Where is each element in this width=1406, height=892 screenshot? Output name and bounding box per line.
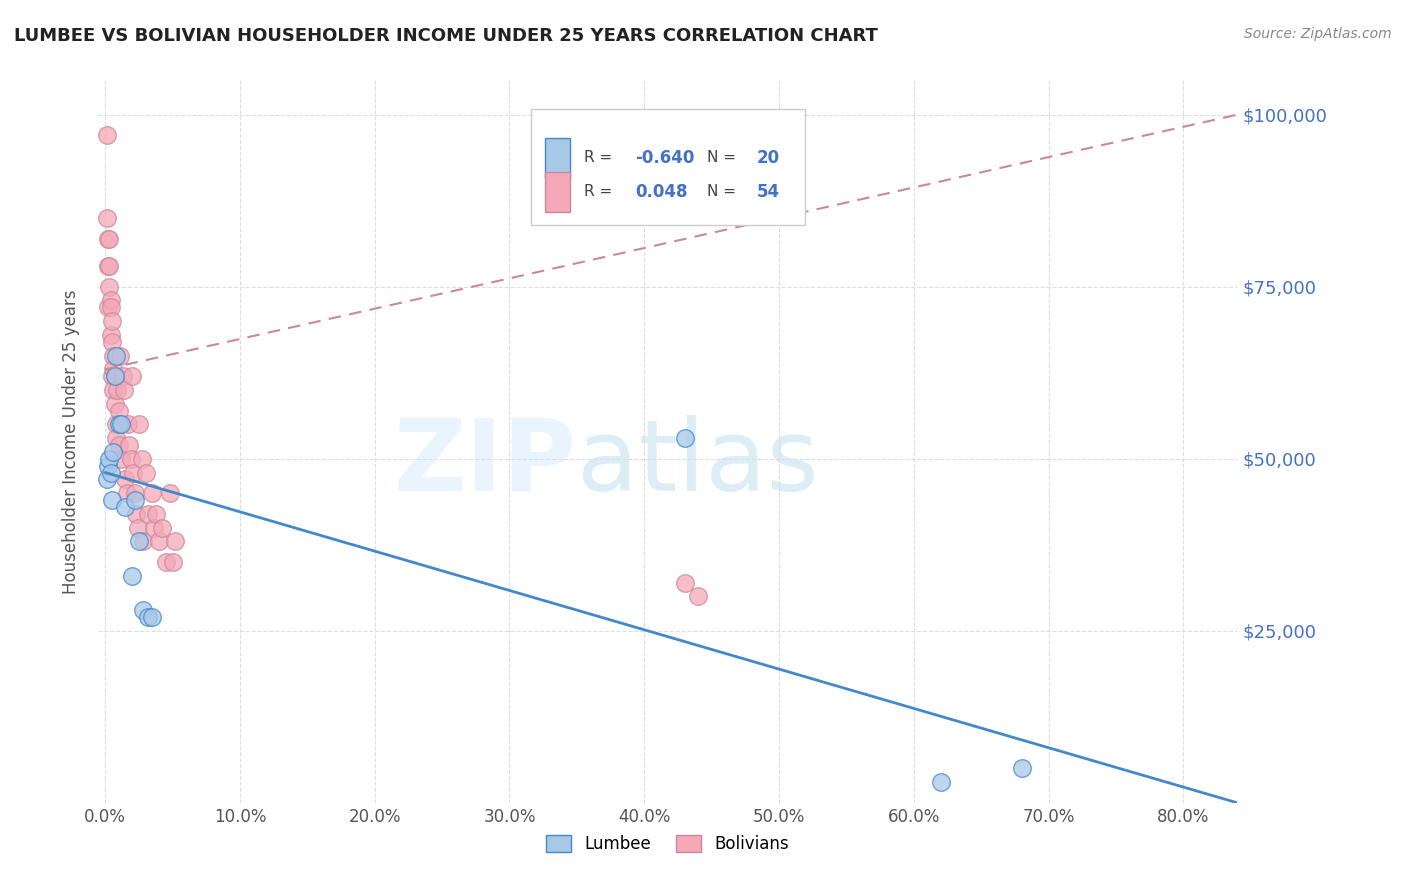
Text: 0.048: 0.048 (636, 183, 688, 201)
Point (97, 458, 120, 473)
Point (98, 259, 121, 273)
Point (101, 334, 124, 349)
Text: 20: 20 (756, 149, 780, 167)
Point (128, 534, 150, 549)
Point (103, 445, 125, 459)
Point (101, 369, 124, 384)
Point (118, 438, 141, 452)
Point (141, 610, 163, 624)
Text: LUMBEE VS BOLIVIAN HOUSEHOLDER INCOME UNDER 25 YEARS CORRELATION CHART: LUMBEE VS BOLIVIAN HOUSEHOLDER INCOME UN… (14, 27, 877, 45)
Point (100, 301, 122, 315)
Text: N =: N = (707, 185, 741, 200)
Point (105, 383, 128, 397)
Point (136, 507, 159, 521)
Point (100, 327, 122, 342)
Y-axis label: Householder Income Under 25 years: Householder Income Under 25 years (62, 289, 80, 594)
Point (121, 369, 143, 384)
Point (100, 466, 122, 480)
Point (148, 534, 170, 549)
Text: ZIP: ZIP (394, 415, 576, 512)
Point (111, 369, 134, 384)
Point (114, 472, 136, 486)
Text: Source: ZipAtlas.com: Source: ZipAtlas.com (1244, 27, 1392, 41)
Legend: Lumbee, Bolivians: Lumbee, Bolivians (540, 828, 796, 860)
Text: N =: N = (707, 151, 741, 165)
Point (688, 590, 710, 604)
Point (120, 451, 142, 466)
Point (98, 451, 121, 466)
Point (100, 293, 122, 308)
Point (96, 472, 118, 486)
Point (117, 417, 139, 432)
Point (929, 775, 952, 789)
Point (673, 575, 696, 590)
Point (108, 349, 131, 363)
Point (97, 259, 120, 273)
Point (165, 534, 187, 549)
Point (131, 451, 153, 466)
Point (107, 438, 129, 452)
Point (104, 397, 127, 411)
Point (132, 603, 155, 617)
Point (101, 493, 124, 508)
Bar (546, 138, 569, 178)
Point (136, 610, 159, 624)
Point (107, 403, 129, 417)
Point (104, 431, 127, 445)
Point (110, 417, 132, 432)
Point (112, 383, 135, 397)
Text: R =: R = (583, 185, 617, 200)
Point (110, 451, 132, 466)
Point (103, 362, 125, 376)
Point (125, 507, 148, 521)
Point (104, 369, 127, 384)
Point (135, 466, 157, 480)
Text: R =: R = (583, 151, 617, 165)
Point (115, 486, 138, 500)
Point (97, 301, 120, 315)
Point (150, 520, 173, 534)
Point (107, 417, 129, 432)
Point (162, 555, 184, 569)
Point (141, 486, 163, 500)
Bar (546, 172, 569, 211)
Point (98, 231, 121, 245)
Text: -0.640: -0.640 (636, 149, 695, 167)
Point (145, 507, 167, 521)
Point (155, 555, 177, 569)
Point (103, 383, 125, 397)
Point (128, 417, 150, 432)
Point (159, 486, 181, 500)
Point (122, 466, 145, 480)
Text: atlas: atlas (576, 415, 818, 512)
Point (142, 520, 165, 534)
Point (673, 431, 696, 445)
Point (103, 349, 125, 363)
Bar (531, 109, 804, 225)
Point (98, 279, 121, 293)
Point (1011, 761, 1033, 775)
Point (124, 486, 146, 500)
Point (104, 349, 127, 363)
Point (127, 520, 149, 534)
Text: 54: 54 (756, 183, 780, 201)
Point (101, 314, 124, 328)
Point (114, 500, 136, 514)
Point (96, 211, 118, 225)
Point (97, 231, 120, 245)
Point (124, 493, 146, 508)
Point (96, 128, 118, 143)
Point (104, 369, 127, 384)
Point (104, 417, 127, 432)
Point (121, 568, 143, 582)
Point (132, 534, 155, 549)
